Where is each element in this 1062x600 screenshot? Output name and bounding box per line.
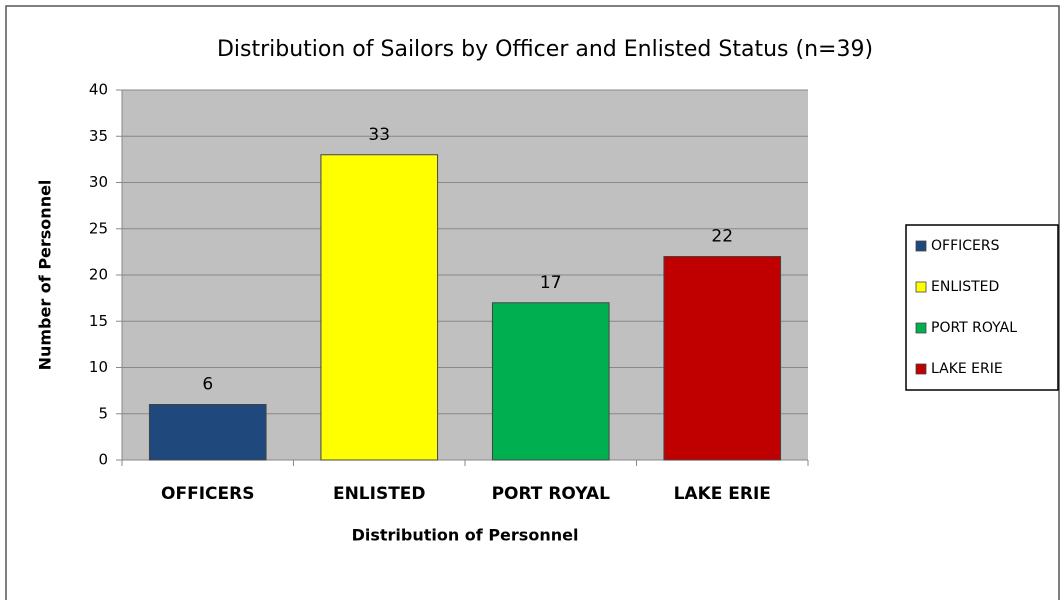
x-tick-label: PORT ROYAL bbox=[492, 484, 611, 504]
data-label: 6 bbox=[202, 375, 213, 395]
y-tick-label: 25 bbox=[89, 219, 108, 237]
x-axis-label: Distribution of Personnel bbox=[352, 526, 579, 545]
y-tick-label: 10 bbox=[89, 358, 108, 376]
x-tick-label: OFFICERS bbox=[161, 484, 254, 504]
y-tick-label: 35 bbox=[89, 127, 108, 145]
y-tick-label: 40 bbox=[89, 81, 108, 99]
bar bbox=[663, 256, 782, 461]
y-tick-label: 20 bbox=[89, 266, 108, 284]
x-tick-label: LAKE ERIE bbox=[674, 484, 771, 504]
chart-title: Distribution of Sailors by Officer and E… bbox=[217, 37, 873, 62]
data-label: 22 bbox=[711, 227, 733, 247]
y-tick-label: 15 bbox=[89, 312, 108, 330]
bar bbox=[491, 302, 610, 461]
legend-swatch bbox=[915, 363, 927, 375]
y-tick-label: 5 bbox=[98, 404, 108, 422]
bar bbox=[148, 404, 267, 461]
legend-label: OFFICERS bbox=[931, 238, 1000, 254]
y-axis-label: Number of Personnel bbox=[36, 180, 55, 371]
y-tick-label: 30 bbox=[89, 173, 108, 191]
legend-box bbox=[905, 224, 1059, 391]
y-tick-label: 0 bbox=[98, 451, 108, 469]
data-label: 17 bbox=[540, 273, 562, 293]
legend-swatch bbox=[915, 322, 927, 334]
legend-label: PORT ROYAL bbox=[931, 320, 1017, 336]
legend-label: ENLISTED bbox=[931, 279, 999, 295]
x-tick-label: ENLISTED bbox=[333, 484, 426, 504]
legend-label: LAKE ERIE bbox=[931, 361, 1003, 377]
legend-swatch bbox=[915, 281, 927, 293]
bar bbox=[320, 154, 439, 461]
legend-swatch bbox=[915, 240, 927, 252]
data-label: 33 bbox=[368, 125, 390, 145]
